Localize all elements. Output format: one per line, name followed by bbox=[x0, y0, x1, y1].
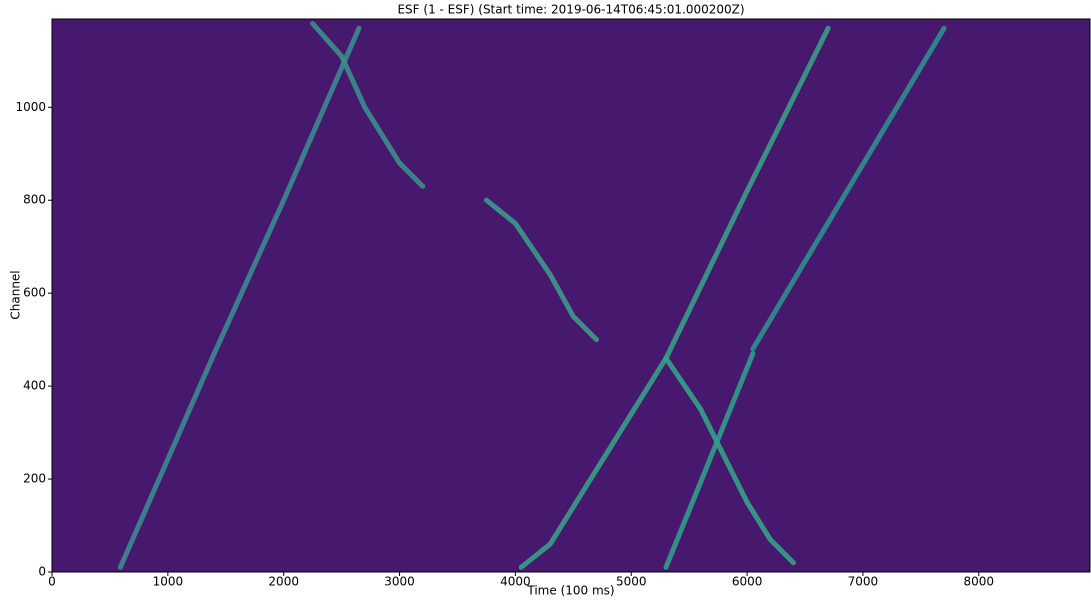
y-tick-label: 800 bbox=[23, 193, 46, 207]
trace bbox=[117, 25, 362, 570]
x-tick-label: 6000 bbox=[732, 575, 763, 589]
x-tick-label: 8000 bbox=[964, 575, 995, 589]
trace bbox=[750, 25, 947, 352]
chart-title: ESF (1 - ESF) (Start time: 2019-06-14T06… bbox=[397, 3, 744, 17]
y-tick-label: 1000 bbox=[15, 100, 46, 114]
x-tick-label: 5000 bbox=[616, 575, 647, 589]
trace bbox=[483, 197, 599, 343]
trace bbox=[663, 351, 756, 570]
y-tick-label: 0 bbox=[38, 565, 46, 579]
x-tick-label: 0 bbox=[48, 575, 56, 589]
x-axis-label: Time (100 ms) bbox=[526, 584, 614, 598]
plot-frame bbox=[51, 18, 1091, 573]
trace bbox=[663, 355, 796, 566]
trace bbox=[310, 21, 426, 189]
x-tick-label: 2000 bbox=[268, 575, 299, 589]
y-tick-label: 200 bbox=[23, 472, 46, 486]
y-tick-label: 400 bbox=[23, 379, 46, 393]
x-tick-label: 3000 bbox=[384, 575, 415, 589]
y-tick-label: 600 bbox=[23, 286, 46, 300]
x-tick-label: 4000 bbox=[500, 575, 531, 589]
plot-area bbox=[52, 19, 1090, 572]
x-tick-label: 1000 bbox=[153, 575, 184, 589]
x-tick-label: 7000 bbox=[848, 575, 879, 589]
y-axis-label: Channel bbox=[9, 270, 23, 319]
trace bbox=[518, 25, 831, 570]
